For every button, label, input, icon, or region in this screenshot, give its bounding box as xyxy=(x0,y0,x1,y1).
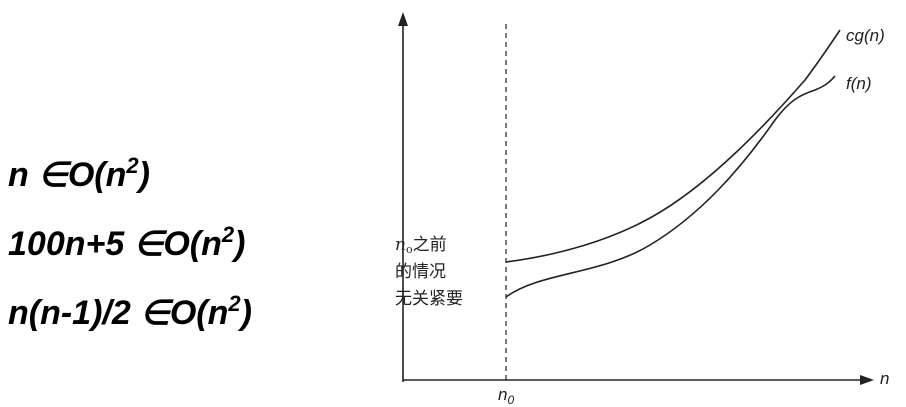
text-part: n ∈O(n xyxy=(8,156,126,194)
text-part: n(n-1)/2 ∈O(n xyxy=(8,294,228,332)
curve-label: f(n) xyxy=(846,74,872,93)
text-part: 2 xyxy=(125,153,139,178)
text-part: ) xyxy=(231,225,245,263)
text-part: o xyxy=(406,243,413,256)
note-line: 无关紧要 xyxy=(395,289,463,309)
text-part: ) xyxy=(238,294,252,332)
text-part: n xyxy=(395,235,406,255)
note-line: 的情况 xyxy=(395,262,446,282)
text-part: 2 xyxy=(221,222,235,247)
text-part: ) xyxy=(136,156,150,194)
formula: n ∈O(n2) xyxy=(8,153,150,194)
curve-label: cg(n) xyxy=(846,26,885,45)
axis-label: n xyxy=(880,369,889,388)
formula: 100n+5 ∈O(n2) xyxy=(8,222,245,263)
text-part: n xyxy=(498,385,507,404)
note-line: no之前 xyxy=(395,235,447,256)
graph xyxy=(398,12,874,385)
text-part: 之前 xyxy=(413,235,447,255)
text-part: 2 xyxy=(227,291,241,316)
formula: n(n-1)/2 ∈O(n2) xyxy=(8,291,252,332)
text-part: 0 xyxy=(507,393,514,407)
f-curve xyxy=(505,75,836,298)
cg-curve xyxy=(505,29,841,263)
threshold-label: n0 xyxy=(498,385,514,407)
text-part: 100n+5 ∈O(n xyxy=(8,225,222,263)
arrow xyxy=(860,375,874,385)
arrow xyxy=(398,12,408,26)
